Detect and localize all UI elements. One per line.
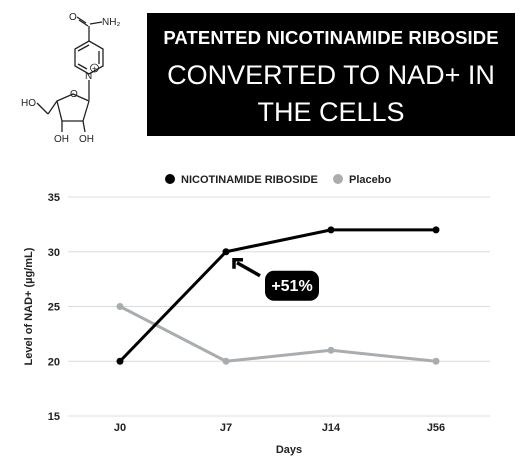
x-tick-label: J0 [114, 422, 126, 434]
percent-change-callout: +51% [232, 258, 319, 301]
legend-label-nicotinamide-riboside: NICOTINAMIDE RIBOSIDE [181, 174, 318, 186]
pyridinium-charge-label: + [92, 64, 97, 73]
amide-oxygen-label: O [69, 12, 77, 23]
data-point-nicotinamide-riboside [432, 226, 440, 234]
data-point-nicotinamide-riboside [116, 357, 124, 365]
pyridinium-nitrogen-label: N [85, 71, 92, 82]
y-axis-label: Level of NAD+ (µg/mL) [23, 247, 35, 365]
ribose-ch2-oh-bond [36, 102, 49, 115]
hydroxyl-left-label: OH [54, 134, 69, 145]
x-tick-label: J7 [220, 422, 232, 434]
pyridinium-ring [74, 40, 104, 75]
x-axis-label: Days [276, 444, 302, 456]
banner-subtitle-line-2: THE CELLS [257, 97, 405, 127]
callout-text: +51% [271, 278, 312, 295]
callout-badge [265, 270, 319, 301]
banner-subtitle-line-1: CONVERTED TO NAD+ IN [167, 60, 495, 90]
ribose-ring [56, 93, 90, 122]
data-point-placebo [222, 357, 230, 365]
title-banner: PATENTED NICOTINAMIDE RIBOSIDE CONVERTED… [147, 13, 515, 136]
y-tick-label: 20 [48, 356, 60, 368]
data-point-nicotinamide-riboside [222, 248, 230, 256]
series-line-placebo [119, 305, 437, 363]
legend-swatch-placebo [333, 174, 343, 184]
y-tick-label: 25 [48, 302, 60, 314]
amide-bond-n [89, 21, 103, 25]
legend-label-placebo: Placebo [349, 174, 391, 186]
chart-series [116, 226, 440, 365]
amide-bond-double-a [76, 16, 87, 24]
data-point-placebo [116, 303, 124, 310]
x-tick-label: J56 [427, 422, 445, 434]
ribose-oh-right-bond [82, 120, 86, 133]
data-point-placebo [432, 357, 440, 365]
data-point-placebo [327, 346, 335, 354]
x-axis-ticks: J0 J7 J14 J56 [114, 422, 445, 434]
ribose-oxygen-label: O [70, 89, 78, 100]
x-tick-label: J14 [322, 422, 341, 434]
ring-inner-bond-2 [77, 44, 90, 52]
charge-circle [90, 63, 99, 73]
hydroxymethyl-label: HO [21, 98, 36, 109]
chart-legend: NICOTINAMIDE RIBOSIDE Placebo [165, 174, 391, 186]
banner-headline: PATENTED NICOTINAMIDE RIBOSIDE [163, 27, 499, 48]
nicotinamide-riboside-structure: O NH₂ N + O HO OH OH [21, 12, 120, 145]
callout-arrowhead [232, 258, 243, 269]
ribose-ch2-bond [47, 100, 58, 115]
ring-inner-bond-3 [77, 63, 88, 70]
chart-gridlines [68, 196, 490, 417]
hydroxyl-right-label: OH [79, 134, 94, 145]
y-tick-label: 30 [48, 247, 60, 259]
y-tick-label: 15 [48, 411, 60, 423]
callout-arrow [236, 261, 261, 278]
series-line-nicotinamide-riboside [118, 228, 436, 363]
amide-bond-double-b [78, 19, 89, 27]
y-tick-label: 35 [48, 192, 60, 204]
y-axis-ticks: 15 20 25 30 35 [48, 192, 60, 423]
nad-level-line-chart: NICOTINAMIDE RIBOSIDE Placebo 15 20 25 30 35… [23, 174, 490, 456]
amide-nh2-label: NH₂ [102, 17, 120, 28]
legend-swatch-nicotinamide-riboside [165, 174, 175, 184]
data-point-nicotinamide-riboside [327, 226, 335, 234]
